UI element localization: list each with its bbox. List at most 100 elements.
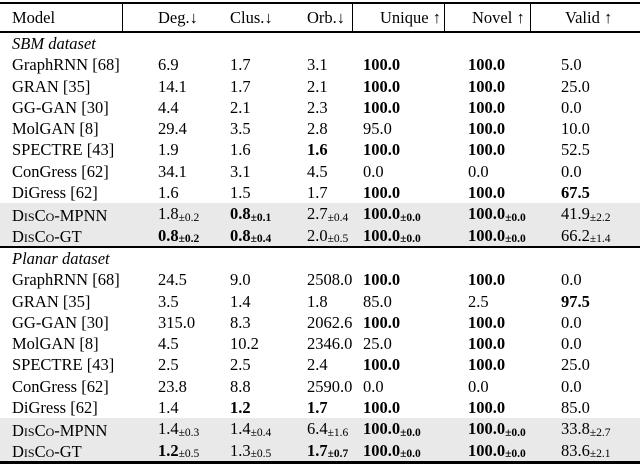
metric-stddev: ±0.0: [505, 233, 526, 246]
metric-value: 0.0: [363, 376, 384, 396]
cell-deg: 1.4±0.3: [123, 418, 200, 442]
column-header-valid: Valid ↑: [565, 7, 613, 27]
metric-value: 100.0: [468, 334, 506, 354]
cell-orb: 2.7±0.4: [277, 203, 353, 227]
metric-value: 41.9: [561, 204, 590, 224]
metric-value: 52.5: [561, 140, 590, 160]
metric-value: 100.0: [363, 97, 401, 117]
cell-model: DiGress [62]: [12, 183, 98, 203]
metric-value: 100.0: [468, 419, 506, 439]
metric-value: 3.1: [230, 161, 251, 181]
column-header-unique: Unique ↑: [353, 4, 445, 31]
cell-model: DisCo-MPNN: [12, 205, 108, 225]
metric-value: 1.3: [230, 440, 251, 460]
metric-value: 95.0: [363, 119, 392, 139]
cell-model: DisCo-GT: [12, 227, 82, 247]
cell-valid: 0.0: [531, 269, 640, 290]
cell-model: DisCo-MPNN: [12, 420, 108, 440]
metric-value: 1.4: [158, 398, 179, 418]
metric-stddev: ±0.5: [327, 233, 349, 246]
metric-value: 0.8: [158, 225, 179, 245]
cell-model: ConGress [62]: [12, 161, 109, 181]
table-top-rule: [0, 2, 640, 4]
cell-orb: 2.1: [277, 76, 353, 97]
cell-valid: 0.0: [531, 333, 640, 354]
cell-novel: 100.0: [445, 118, 531, 139]
cell-valid: 67.5: [531, 182, 640, 203]
cell-unique: 100.0: [353, 269, 445, 290]
metric-value: 2.7: [307, 204, 328, 224]
metric-value: 100.0: [468, 97, 506, 117]
cell-unique: 95.0: [353, 118, 445, 139]
metric-value: 100.0: [363, 76, 401, 96]
cell-valid: 0.0: [531, 161, 640, 182]
cell-clus: 8.3: [200, 312, 277, 333]
metric-stddev: ±0.2: [178, 211, 200, 224]
cell-unique: 100.0±0.0: [353, 440, 445, 464]
column-header-clus: Clus.↓: [230, 7, 273, 27]
cell-clus: 9.0: [200, 269, 277, 290]
metric-value: 100.0: [363, 355, 401, 375]
metric-value: 1.7: [230, 55, 251, 75]
metric-stddev: ±0.0: [400, 448, 421, 461]
cell-model: GRAN [35]: [12, 76, 91, 96]
cell-clus: 1.2: [200, 397, 277, 418]
metric-value: 3.5: [230, 119, 251, 139]
metric-value: 2.5: [158, 355, 179, 375]
cell-novel: 2.5: [445, 291, 531, 312]
cell-clus: 2.1: [200, 97, 277, 118]
cell-deg: 1.4: [123, 397, 200, 418]
cell-novel: 100.0±0.0: [445, 440, 531, 464]
cell-clus: 1.7: [200, 54, 277, 75]
metric-stddev: ±0.0: [400, 211, 421, 224]
cell-valid: 25.0: [531, 76, 640, 97]
metric-stddev: ±0.5: [178, 448, 200, 461]
cell-valid: 10.0: [531, 118, 640, 139]
metric-value: 5.0: [561, 55, 582, 75]
metric-stddev: ±0.0: [400, 426, 421, 439]
metric-value: 33.8: [561, 419, 590, 439]
cell-clus: 1.4: [200, 291, 277, 312]
metric-value: 1.9: [158, 140, 179, 160]
cell-novel: 100.0±0.0: [445, 203, 531, 227]
cell-novel: 0.0: [445, 161, 531, 182]
cell-model: GG-GAN [30]: [12, 312, 109, 332]
metric-value: 1.2: [158, 440, 179, 460]
metric-stddev: ±0.0: [400, 233, 421, 246]
cell-clus: 8.8: [200, 376, 277, 397]
metric-value: 23.8: [158, 376, 187, 396]
cell-unique: 0.0: [353, 161, 445, 182]
table-row: GraphRNN [68] 6.9 1.7 3.1 100.0 100.0 5.0: [0, 54, 640, 75]
metric-stddev: ±1.4: [589, 233, 611, 246]
metric-value: 100.0: [468, 183, 506, 203]
cell-unique: 100.0±0.0: [353, 418, 445, 442]
metric-value: 85.0: [363, 291, 392, 311]
metric-stddev: ±0.1: [250, 211, 272, 224]
cell-deg: 1.2±0.5: [123, 440, 200, 464]
cell-clus: 3.1: [200, 161, 277, 182]
cell-deg: 1.6: [123, 182, 200, 203]
metric-value: 9.0: [230, 270, 251, 290]
cell-orb: 1.7±0.7: [277, 440, 353, 464]
table-body: SBM dataset GraphRNN [68] 6.9 1.7 3.1 100.0 10…: [0, 33, 640, 461]
cell-novel: 100.0: [445, 312, 531, 333]
cell-valid: 97.5: [531, 291, 640, 312]
metric-value: 2.1: [230, 97, 251, 117]
cell-deg: 2.5: [123, 354, 200, 375]
cell-novel: 100.0: [445, 354, 531, 375]
table-row: DisCo-MPNN 1.8±0.2 0.8±0.1 2.7±0.4 100.0±0.0…: [0, 203, 640, 227]
metric-value: 100.0: [363, 419, 401, 439]
cell-unique: 100.0: [353, 54, 445, 75]
cell-novel: 100.0: [445, 54, 531, 75]
table-row: SPECTRE [43] 1.9 1.6 1.6 100.0 100.0 52.5: [0, 139, 640, 160]
cell-model: SPECTRE [43]: [12, 140, 115, 160]
cell-valid: 83.6±2.1: [531, 440, 640, 464]
cell-model: GraphRNN [68]: [12, 270, 120, 290]
cell-deg: 1.9: [123, 139, 200, 160]
cell-clus: 1.4±0.4: [200, 418, 277, 442]
metric-value: 100.0: [468, 355, 506, 375]
cell-unique: 100.0: [353, 76, 445, 97]
metric-value: 8.3: [230, 312, 251, 332]
metric-value: 2.5: [230, 355, 251, 375]
